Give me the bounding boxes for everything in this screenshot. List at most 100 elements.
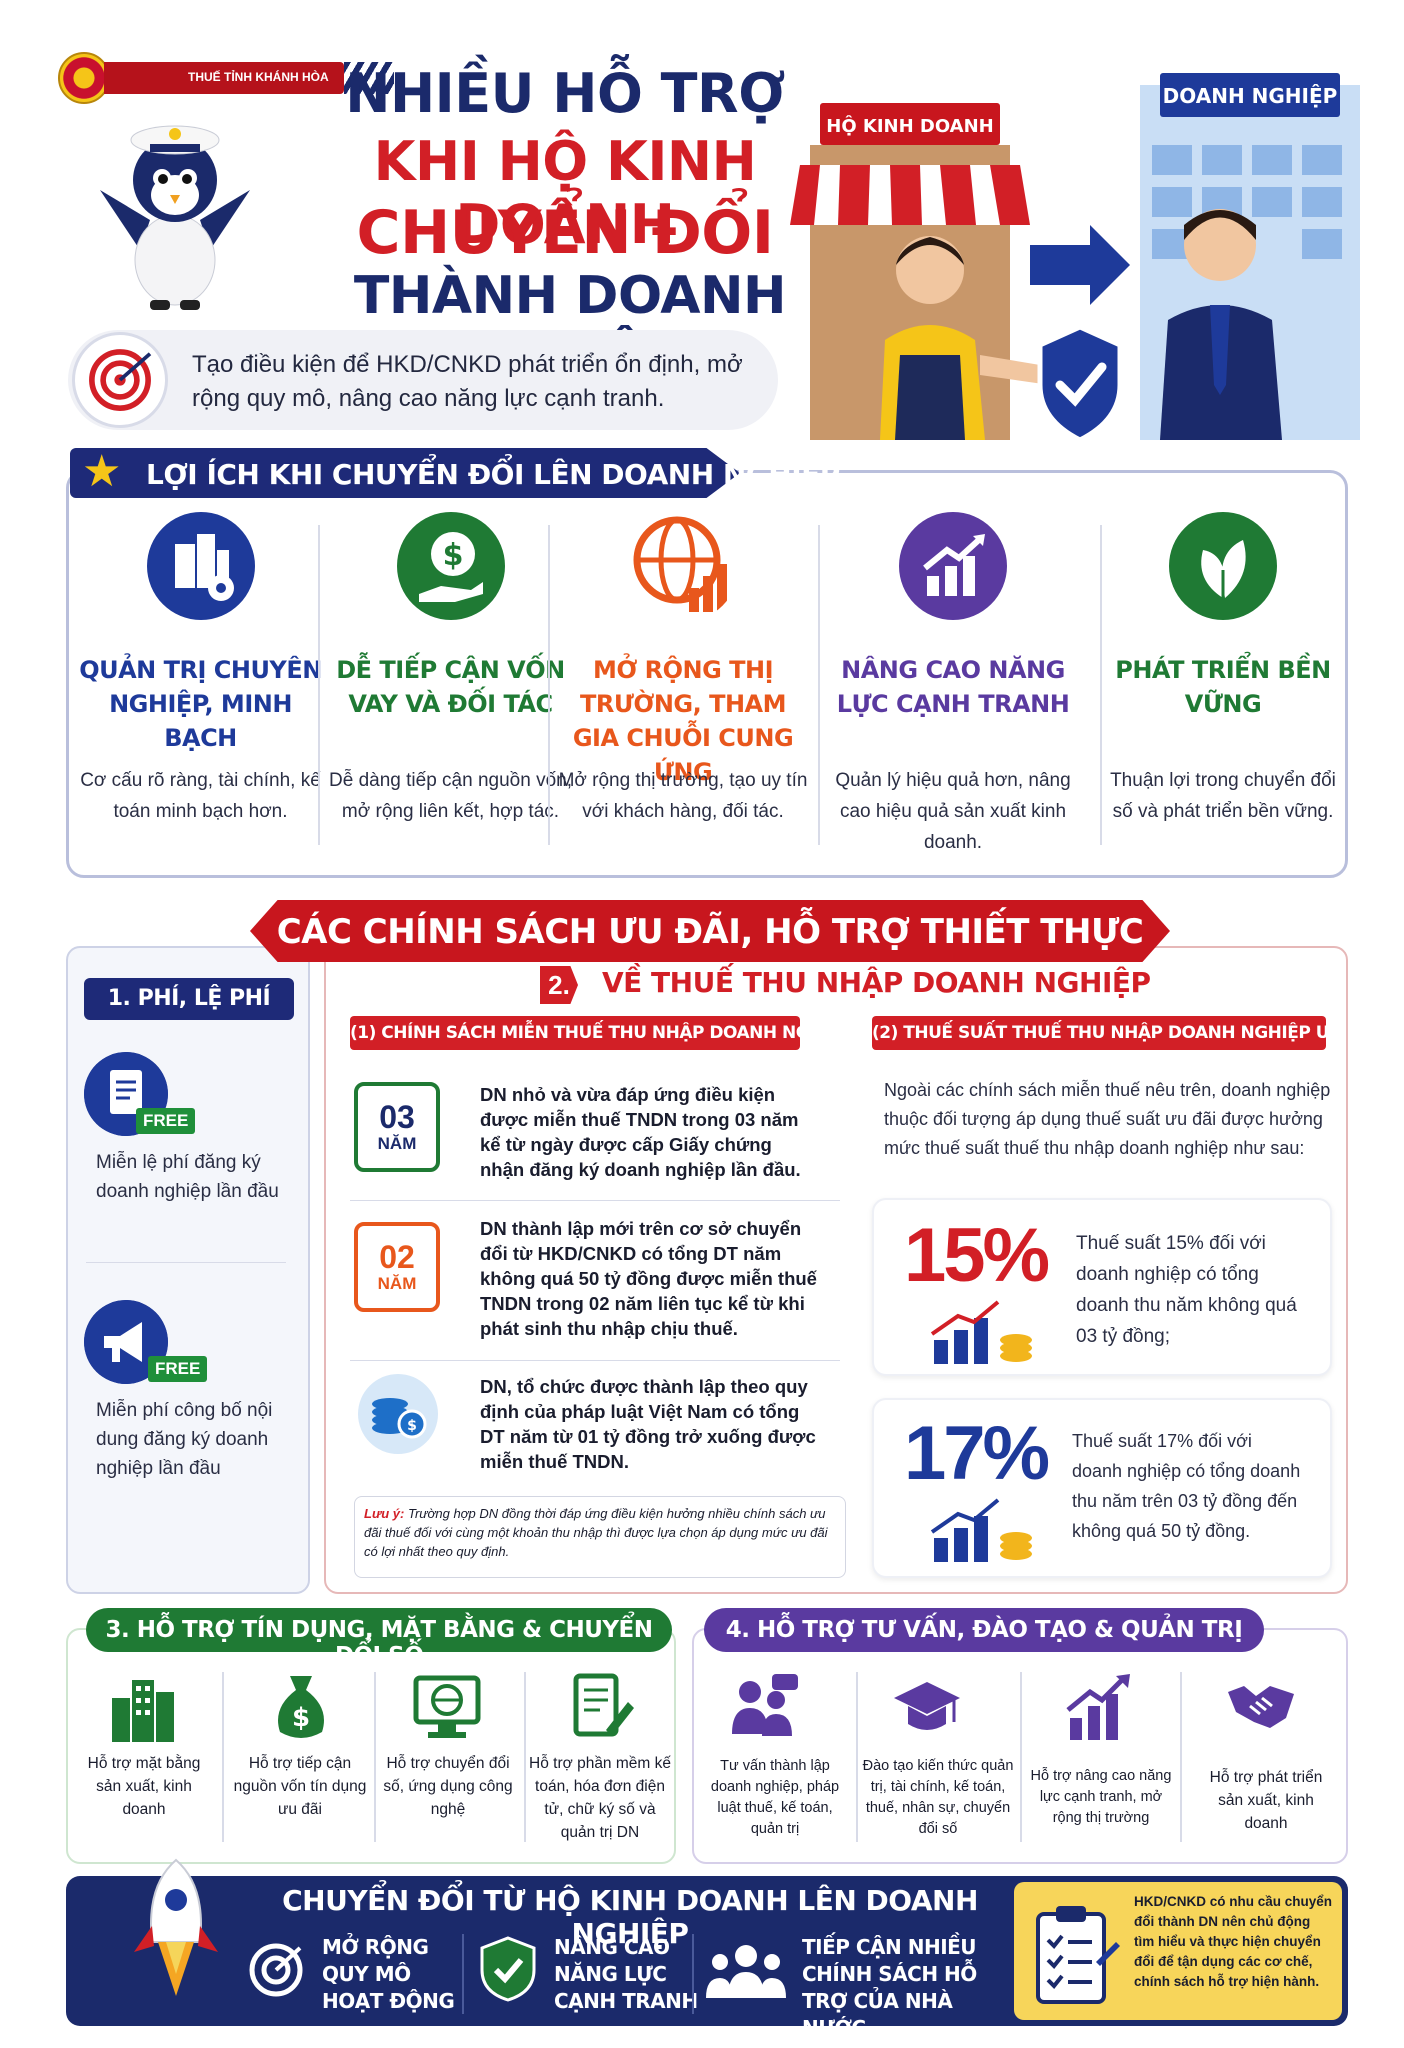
- footer-item-scale: MỞ RỘNG QUY MÔ HOẠT ĐỘNG: [322, 1935, 455, 2013]
- divider: [856, 1672, 858, 1842]
- benefit-title: QUẢN TRỊ CHUYÊN NGHIỆP, MINH BẠCH: [79, 656, 322, 752]
- policies-title: CÁC CHÍNH SÁCH ƯU ĐÃI, HỖ TRỢ THIẾT THỰC: [276, 912, 1144, 952]
- divider: [524, 1672, 526, 1842]
- exempt-header: (1) CHÍNH SÁCH MIỄN THUẾ THU NHẬP DOANH …: [350, 1023, 852, 1043]
- fee-item-registration: Miễn lệ phí đăng ký doanh nghiệp lần đầu: [96, 1152, 279, 1202]
- globe-chart-icon: [633, 516, 727, 612]
- handshake-icon: [1228, 1686, 1294, 1728]
- consulting-people-icon: [732, 1674, 798, 1736]
- megaphone-icon: [84, 1300, 168, 1384]
- divider: [548, 525, 550, 845]
- fees-panel: [66, 946, 310, 1594]
- shop-sign-text: HỘ KINH DOANH: [826, 115, 994, 137]
- advisory-item-training: Đào tạo kiến thức quản trị, tài chính, k…: [862, 1758, 1014, 1837]
- agency-band: THUẾ TỈNH KHÁNH HÒA: [104, 62, 344, 94]
- benefit-title: PHÁT TRIỂN BỀN VỮNG: [1115, 656, 1331, 718]
- exempt-item-small-revenue: DN, tổ chức được thành lập theo quy định…: [480, 1376, 816, 1472]
- building-sign-text: DOANH NGHIỆP: [1163, 84, 1338, 108]
- leaf-icon: [1169, 512, 1277, 620]
- credit-item-capital: Hỗ trợ tiếp cận nguồn vốn tín dụng ưu đã…: [233, 1755, 367, 1818]
- note-body: Trường hợp DN đồng thời đáp ứng điều kiệ…: [364, 1506, 828, 1559]
- benefit-title: DỄ TIẾP CẬN VỐN VAY VÀ ĐỐI TÁC: [336, 656, 565, 718]
- goal-text: Tạo điều kiện để HKD/CNKD phát triển ổn …: [192, 351, 743, 412]
- shield-check-icon: [480, 1936, 536, 2002]
- benefit-title: NÂNG CAO NĂNG LỰC CẠNH TRANH: [836, 656, 1070, 718]
- benefit-desc: Dễ dàng tiếp cận nguồn vốn, mở rộng liên…: [329, 770, 572, 822]
- benefits-banner: [70, 448, 740, 498]
- money-hand-icon: $: [396, 512, 505, 620]
- title-line-3: CHUYỂN ĐỔI: [356, 198, 774, 268]
- building-gear-icon: [146, 512, 255, 620]
- policies-banner: [250, 900, 1170, 962]
- rate-text-17: Thuế suất 17% đối với doanh nghiệp có tổ…: [1072, 1431, 1301, 1541]
- rate-header-bg: [872, 1016, 1326, 1050]
- divider: [350, 1360, 840, 1361]
- exempt-item-sme: DN nhỏ và vừa đáp ứng điều kiện được miễ…: [480, 1084, 801, 1180]
- credit-title: 3. HỖ TRỢ TÍN DỤNG, MẶT BẰNG & CHUYỂN ĐỔ…: [105, 1617, 653, 1669]
- divider: [350, 1200, 840, 1201]
- growth-bars-icon: [1066, 1674, 1130, 1740]
- rate-chart-icon: [930, 1498, 1032, 1562]
- divider: [86, 1262, 286, 1263]
- advisory-item-development: Hỗ trợ phát triển sản xuất, kinh doanh: [1209, 1769, 1323, 1832]
- group-people-icon: [706, 1945, 786, 1998]
- advisory-item-competitiveness: Hỗ trợ nâng cao năng lực cạnh tranh, mở …: [1030, 1768, 1172, 1826]
- swallow-mascot-icon: [100, 125, 250, 310]
- benefit-item-competitiveness: NÂNG CAO NĂNG LỰC CẠNH TRANH Quản lý hiệ…: [828, 510, 1078, 858]
- footer-title: CHUYỂN ĐỔI TỪ HỘ KINH DOANH LÊN DOANH NG…: [282, 1884, 978, 1950]
- rate-intro: Ngoài các chính sách miễn thuế nêu trên,…: [884, 1080, 1331, 1158]
- divider: [1180, 1672, 1182, 1842]
- benefit-item-market: MỞ RỘNG THỊ TRƯỜNG, THAM GIA CHUỖI CUNG …: [558, 510, 808, 827]
- divider: [374, 1672, 376, 1842]
- rate-percent-17: 17%: [904, 1411, 1050, 1496]
- calendar-2-years-icon: 02 NĂM: [354, 1222, 440, 1312]
- advisory-banner: [704, 1608, 1264, 1652]
- divider: [462, 1934, 464, 2014]
- advisory-title: 4. HỖ TRỢ TƯ VẤN, ĐÀO TẠO & QUẢN TRỊ: [725, 1617, 1243, 1643]
- national-emblem-icon: [58, 52, 110, 104]
- benefit-desc: Cơ cấu rõ ràng, tài chính, kế toán minh …: [80, 770, 321, 822]
- credit-item-premises: Hỗ trợ mặt bằng sản xuất, kinh doanh: [87, 1755, 201, 1818]
- note-label: Lưu ý:: [364, 1506, 405, 1521]
- money-bag-icon: $: [278, 1676, 324, 1738]
- cit-number-badge: 2.: [540, 966, 578, 1004]
- note-text: Lưu ý: Trường hợp DN đồng thời đáp ứng đ…: [364, 1504, 842, 1561]
- benefit-desc: Thuận lợi trong chuyển đổi số và phát tr…: [1110, 770, 1336, 822]
- clipboard-checklist-icon: [1036, 1906, 1120, 2004]
- divider: [1020, 1672, 1022, 1842]
- graduation-cap-icon: [894, 1682, 960, 1730]
- document-pen-icon: [573, 1673, 634, 1737]
- rocket-icon: [134, 1858, 218, 1996]
- target-icon: [249, 1943, 303, 1997]
- svg-text:$: $: [292, 1703, 310, 1733]
- cit-title: VỀ THUẾ THU NHẬP DOANH NGHIỆP: [602, 966, 1151, 999]
- svg-text:$: $: [407, 1418, 417, 1434]
- calendar-3-years-icon: 03 NĂM: [354, 1082, 440, 1172]
- benefit-item-capital: $ DỄ TIẾP CẬN VỐN VAY VÀ ĐỐI TÁC Dễ dàng…: [328, 510, 573, 827]
- rate-text-15: Thuế suất 15% đối với doanh nghiệp có tổ…: [1076, 1233, 1297, 1347]
- credit-panel: [66, 1628, 676, 1864]
- benefit-desc: Mở rộng thị trường, tạo uy tín với khách…: [558, 770, 808, 822]
- agency-badge: THUẾ TỈNH KHÁNH HÒA: [58, 52, 394, 104]
- buildings-icon: [112, 1680, 174, 1742]
- benefit-title: MỞ RỘNG THỊ TRƯỜNG, THAM GIA CHUỖI CUNG …: [572, 656, 794, 786]
- divider: [692, 1934, 694, 2014]
- calendar-number: 03: [379, 1099, 415, 1135]
- rate-chart-icon: [930, 1300, 1032, 1364]
- exempt-item-converted: DN thành lập mới trên cơ sở chuyển đổi t…: [480, 1218, 817, 1339]
- fee-item-announcement: Miễn phí công bố nội dung đăng ký doanh …: [96, 1400, 273, 1479]
- rate-header: (2) THUẾ SUẤT THUẾ THU NHẬP DOANH NGHIỆP…: [872, 1023, 1381, 1043]
- growth-chart-icon: [899, 512, 1007, 620]
- credit-item-software: Hỗ trợ phần mềm kế toán, hóa đơn điện tử…: [529, 1755, 671, 1841]
- free-badge: FREE: [148, 1356, 208, 1382]
- benefits-title: LỢI ÍCH KHI CHUYỂN ĐỔI LÊN DOANH NGHIỆP: [146, 458, 840, 491]
- benefit-item-governance: QUẢN TRỊ CHUYÊN NGHIỆP, MINH BẠCH Cơ cấu…: [78, 510, 323, 827]
- goal-box: [68, 330, 778, 430]
- calendar-unit: NĂM: [377, 1134, 417, 1153]
- credit-item-digital: Hỗ trợ chuyển đổi số, ứng dụng công nghệ: [383, 1755, 513, 1818]
- divider: [222, 1672, 224, 1842]
- divider: [318, 525, 320, 845]
- calendar-number: 02: [379, 1239, 415, 1275]
- benefit-desc: Quản lý hiệu quả hơn, nâng cao hiệu quả …: [835, 770, 1071, 853]
- footer-note: HKD/CNKD có nhu cầu chuyển đổi thành DN …: [1134, 1894, 1333, 1989]
